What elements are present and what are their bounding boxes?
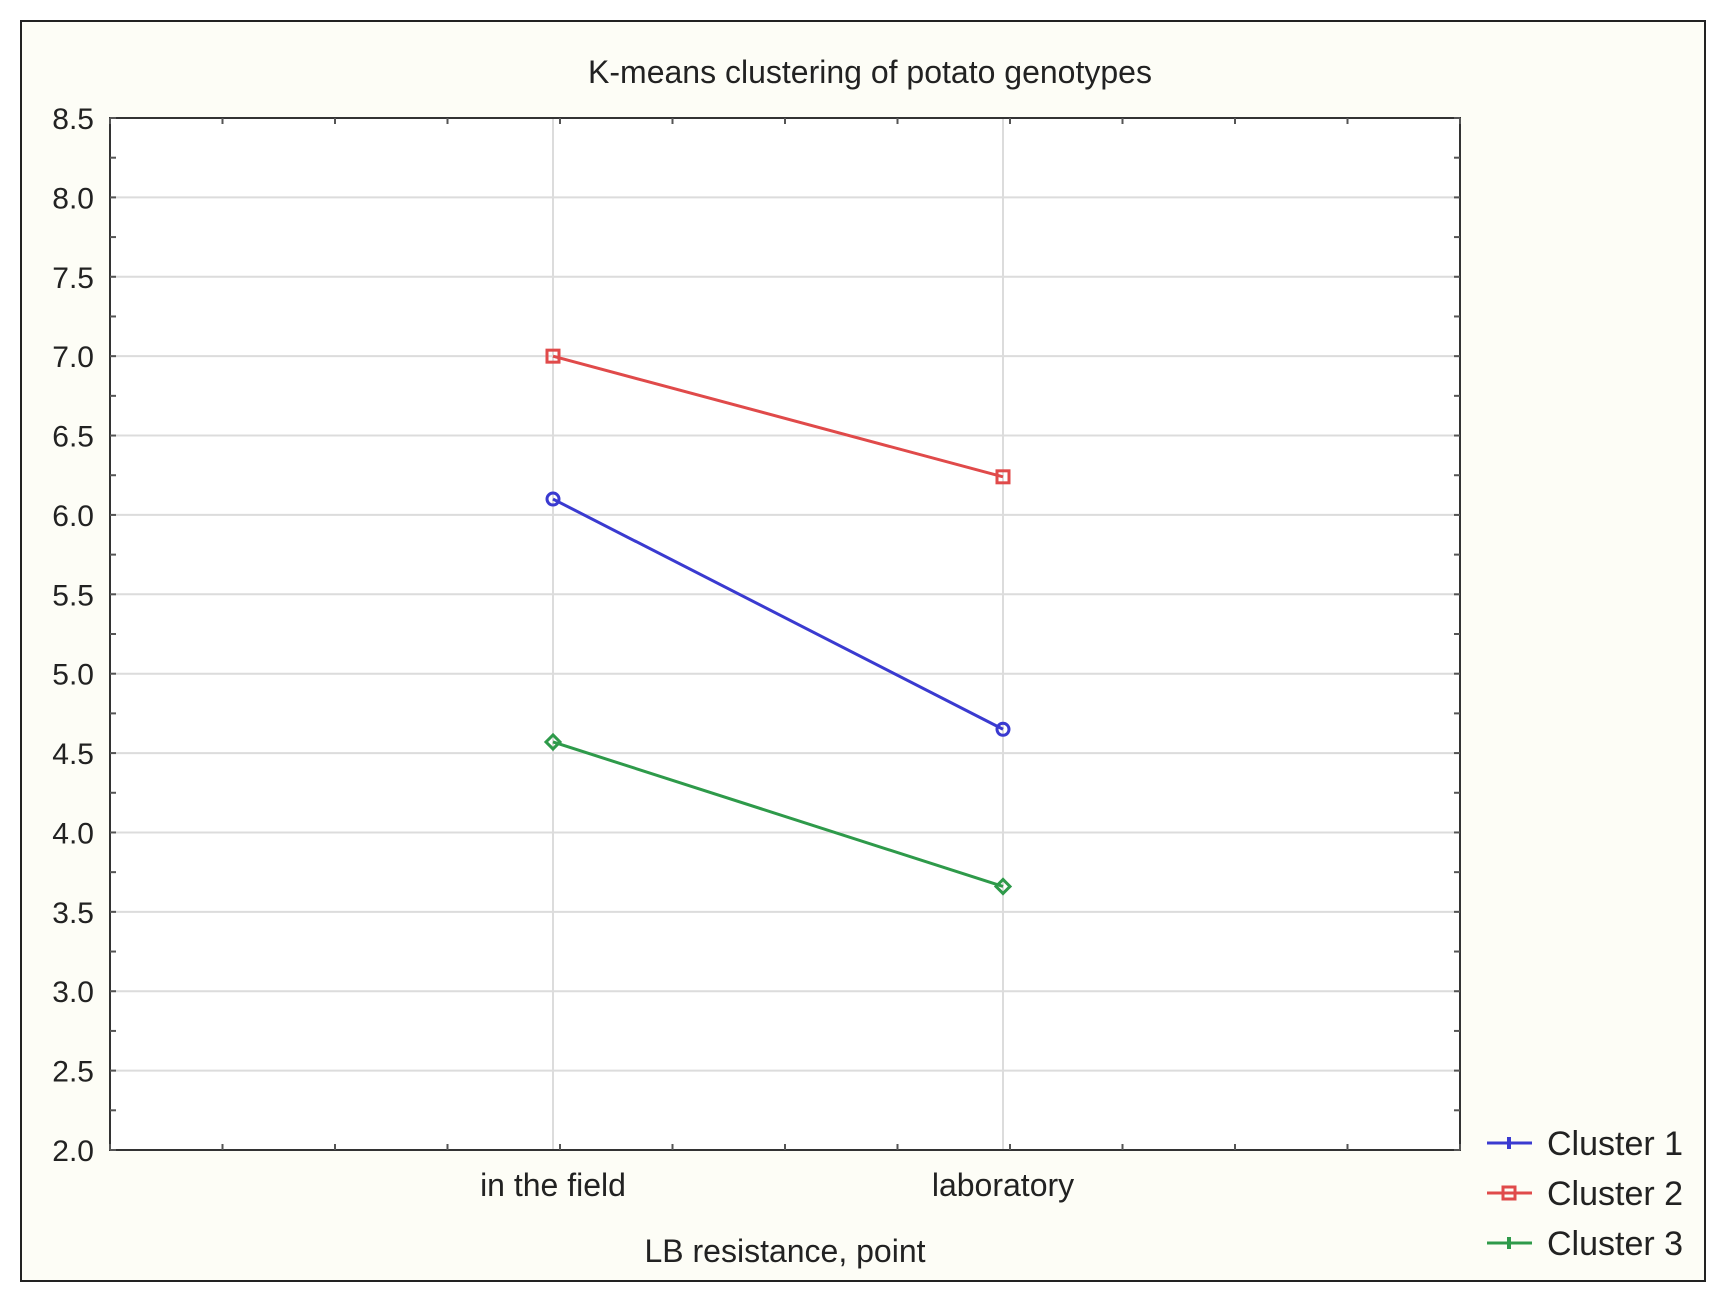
x-tick-label: in the field [480,1167,626,1203]
series-group [543,348,1013,896]
x-axis-title: LB resistance, point [644,1233,925,1269]
data-point-cluster-3 [993,877,1013,896]
data-point-cluster-2 [995,469,1011,485]
y-tick-label: 7.0 [52,341,94,374]
y-tick-label: 4.5 [52,738,94,771]
y-tick-label: 5.0 [52,659,94,692]
y-tick-label: 7.5 [52,262,94,295]
y-tick-label: 6.0 [52,500,94,533]
data-point-cluster-1 [545,491,561,507]
y-tick-label: 3.5 [52,897,94,930]
vertical-gridlines [552,118,1004,1150]
series-line-cluster-1 [552,497,1004,731]
legend-label: Cluster 1 [1547,1125,1683,1163]
plot-area [109,117,1461,1151]
y-axis-tick-labels: 2.0 2.5 3.0 3.5 4.0 4.5 5.0 5.5 6.0 6.5 7.0 7.5 8.0 8… [52,103,94,1168]
y-tick-label: 2.0 [52,1135,94,1168]
y-tick-label: 8.0 [52,182,94,215]
data-point-cluster-3 [543,732,563,752]
axis-minor-ticks [109,117,1461,1151]
y-tick-label: 3.0 [52,976,94,1009]
x-axis-tick-labels: in the field laboratory [480,1167,1074,1203]
y-tick-label: 8.5 [52,103,94,136]
chart-title: K-means clustering of potato genotypes [588,54,1152,90]
data-point-cluster-1 [995,721,1011,737]
legend-label: Cluster 2 [1547,1175,1683,1213]
series-line-cluster-2 [552,354,1004,479]
legend: Cluster 1 Cluster 2 Cluster 3 [1487,1125,1683,1263]
horizontal-gridlines [110,196,1460,1072]
legend-marker [1501,1185,1517,1201]
y-tick-label: 4.0 [52,817,94,850]
y-tick-label: 6.5 [52,421,94,454]
series-line-cluster-3 [552,740,1004,888]
y-tick-label: 2.5 [52,1056,94,1089]
data-point-cluster-2 [545,348,561,364]
x-tick-label: laboratory [932,1167,1074,1203]
y-tick-label: 5.5 [52,579,94,612]
legend-label: Cluster 3 [1547,1225,1683,1263]
plot-background [110,118,1460,1150]
